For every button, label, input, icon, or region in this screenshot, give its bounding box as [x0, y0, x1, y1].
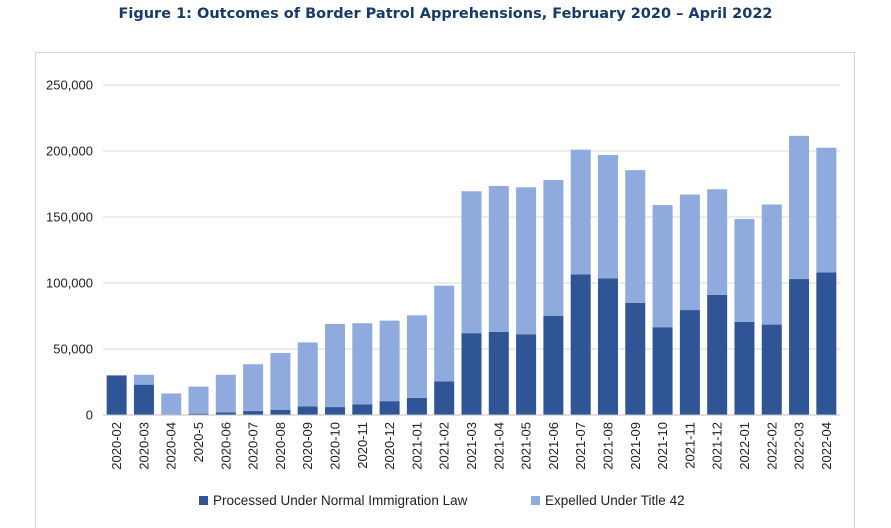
bar-processed: [106, 375, 127, 415]
bar-processed: [461, 333, 482, 415]
bar-processed: [434, 381, 455, 415]
y-tick-label: 100,000: [46, 276, 93, 291]
bar-expelled: [625, 170, 646, 303]
y-tick-label: 250,000: [46, 78, 93, 93]
x-tick-label: 2020-5: [191, 422, 206, 462]
bar-processed: [215, 412, 236, 415]
bar-processed: [761, 324, 782, 415]
bar-processed: [679, 310, 700, 415]
x-tick-label: 2021-03: [464, 422, 479, 470]
bar-expelled: [270, 352, 291, 410]
x-tick-label: 2020-06: [218, 422, 233, 470]
bar-processed: [570, 274, 591, 415]
x-tick-label: 2020-10: [328, 422, 343, 470]
bar-expelled: [652, 205, 673, 328]
bars: [106, 135, 837, 415]
x-tick-label: 2020-08: [273, 422, 288, 470]
bar-expelled: [543, 180, 564, 316]
bar-processed: [597, 278, 618, 415]
x-tick-label: 2021-08: [600, 422, 615, 470]
x-tick-label: 2022-02: [764, 422, 779, 470]
x-tick-label: 2022-04: [819, 422, 834, 470]
bar-expelled: [789, 135, 810, 280]
bar-processed: [352, 404, 373, 415]
legend-label: Processed Under Normal Immigration Law: [213, 493, 468, 508]
x-tick-label: 2020-03: [136, 422, 151, 470]
x-tick-label: 2020-07: [246, 422, 261, 470]
y-tick-label: 150,000: [46, 210, 93, 225]
bar-processed: [488, 331, 509, 415]
bar-processed: [707, 294, 728, 415]
bar-expelled: [516, 187, 537, 335]
legend-label: Expelled Under Title 42: [545, 493, 685, 508]
x-tick-label: 2022-01: [737, 422, 752, 470]
bar-expelled: [352, 323, 373, 405]
x-tick-label: 2021-12: [710, 422, 725, 470]
bar-expelled: [188, 386, 209, 414]
x-tick-label: 2020-12: [382, 422, 397, 470]
x-tick-label: 2021-10: [655, 422, 670, 470]
bar-expelled: [325, 323, 346, 408]
bar-expelled: [816, 147, 837, 273]
bar-expelled: [761, 204, 782, 325]
bar-processed: [789, 279, 810, 415]
bar-processed: [734, 321, 755, 415]
axes: 0 50,000 100,000 150,000 200,000 250,000 2020-…: [46, 78, 840, 470]
bar-processed: [406, 397, 427, 415]
bar-processed: [625, 302, 646, 415]
bar-processed: [297, 406, 318, 415]
bar-processed: [133, 384, 154, 415]
x-tick-label: 2021-06: [546, 422, 561, 470]
bar-processed: [379, 401, 400, 415]
bar-expelled: [461, 191, 482, 334]
bar-processed: [543, 316, 564, 415]
x-tick-label: 2021-04: [491, 422, 506, 470]
bar-processed: [516, 334, 537, 415]
x-tick-label: 2020-02: [109, 422, 124, 470]
bar-expelled: [734, 218, 755, 322]
bar-expelled: [297, 342, 318, 407]
x-tick-label: 2020-09: [300, 422, 315, 470]
bar-expelled: [406, 315, 427, 398]
x-tick-label: 2021-11: [682, 422, 697, 469]
chart-title: Figure 1: Outcomes of Border Patrol Appr…: [118, 6, 773, 22]
bar-expelled: [133, 374, 154, 385]
bar-processed: [325, 407, 346, 415]
bar-processed: [816, 272, 837, 415]
legend-swatch: [199, 496, 208, 505]
y-tick-label: 50,000: [53, 342, 93, 357]
bar-processed: [652, 327, 673, 415]
bar-expelled: [161, 393, 182, 415]
bar-expelled: [597, 154, 618, 279]
x-tick-label: 2022-03: [792, 422, 807, 470]
x-tick-label: 2021-02: [437, 422, 452, 470]
x-tick-label: 2020-04: [164, 422, 179, 470]
bar-expelled: [379, 320, 400, 402]
x-tick-label: 2021-09: [628, 422, 643, 470]
x-tick-label: 2021-05: [519, 422, 534, 470]
bar-processed: [188, 413, 209, 415]
y-tick-label: 200,000: [46, 144, 93, 159]
bar-expelled: [243, 364, 264, 412]
bar-processed: [270, 409, 291, 415]
bar-expelled: [707, 189, 728, 295]
x-tick-label: 2021-01: [409, 422, 424, 470]
bar-expelled: [215, 374, 236, 413]
bar-expelled: [679, 194, 700, 311]
y-tick-label: 0: [86, 408, 93, 423]
legend: Processed Under Normal Immigration Law Ex…: [199, 493, 685, 508]
bar-expelled: [434, 285, 455, 382]
chart-frame: [35, 52, 855, 528]
x-tick-label: 2020-11: [355, 422, 370, 469]
x-tick-label: 2021-07: [573, 422, 588, 470]
bar-processed: [243, 411, 264, 415]
bar-expelled: [570, 149, 591, 275]
bar-expelled: [488, 185, 509, 332]
legend-swatch: [531, 496, 540, 505]
